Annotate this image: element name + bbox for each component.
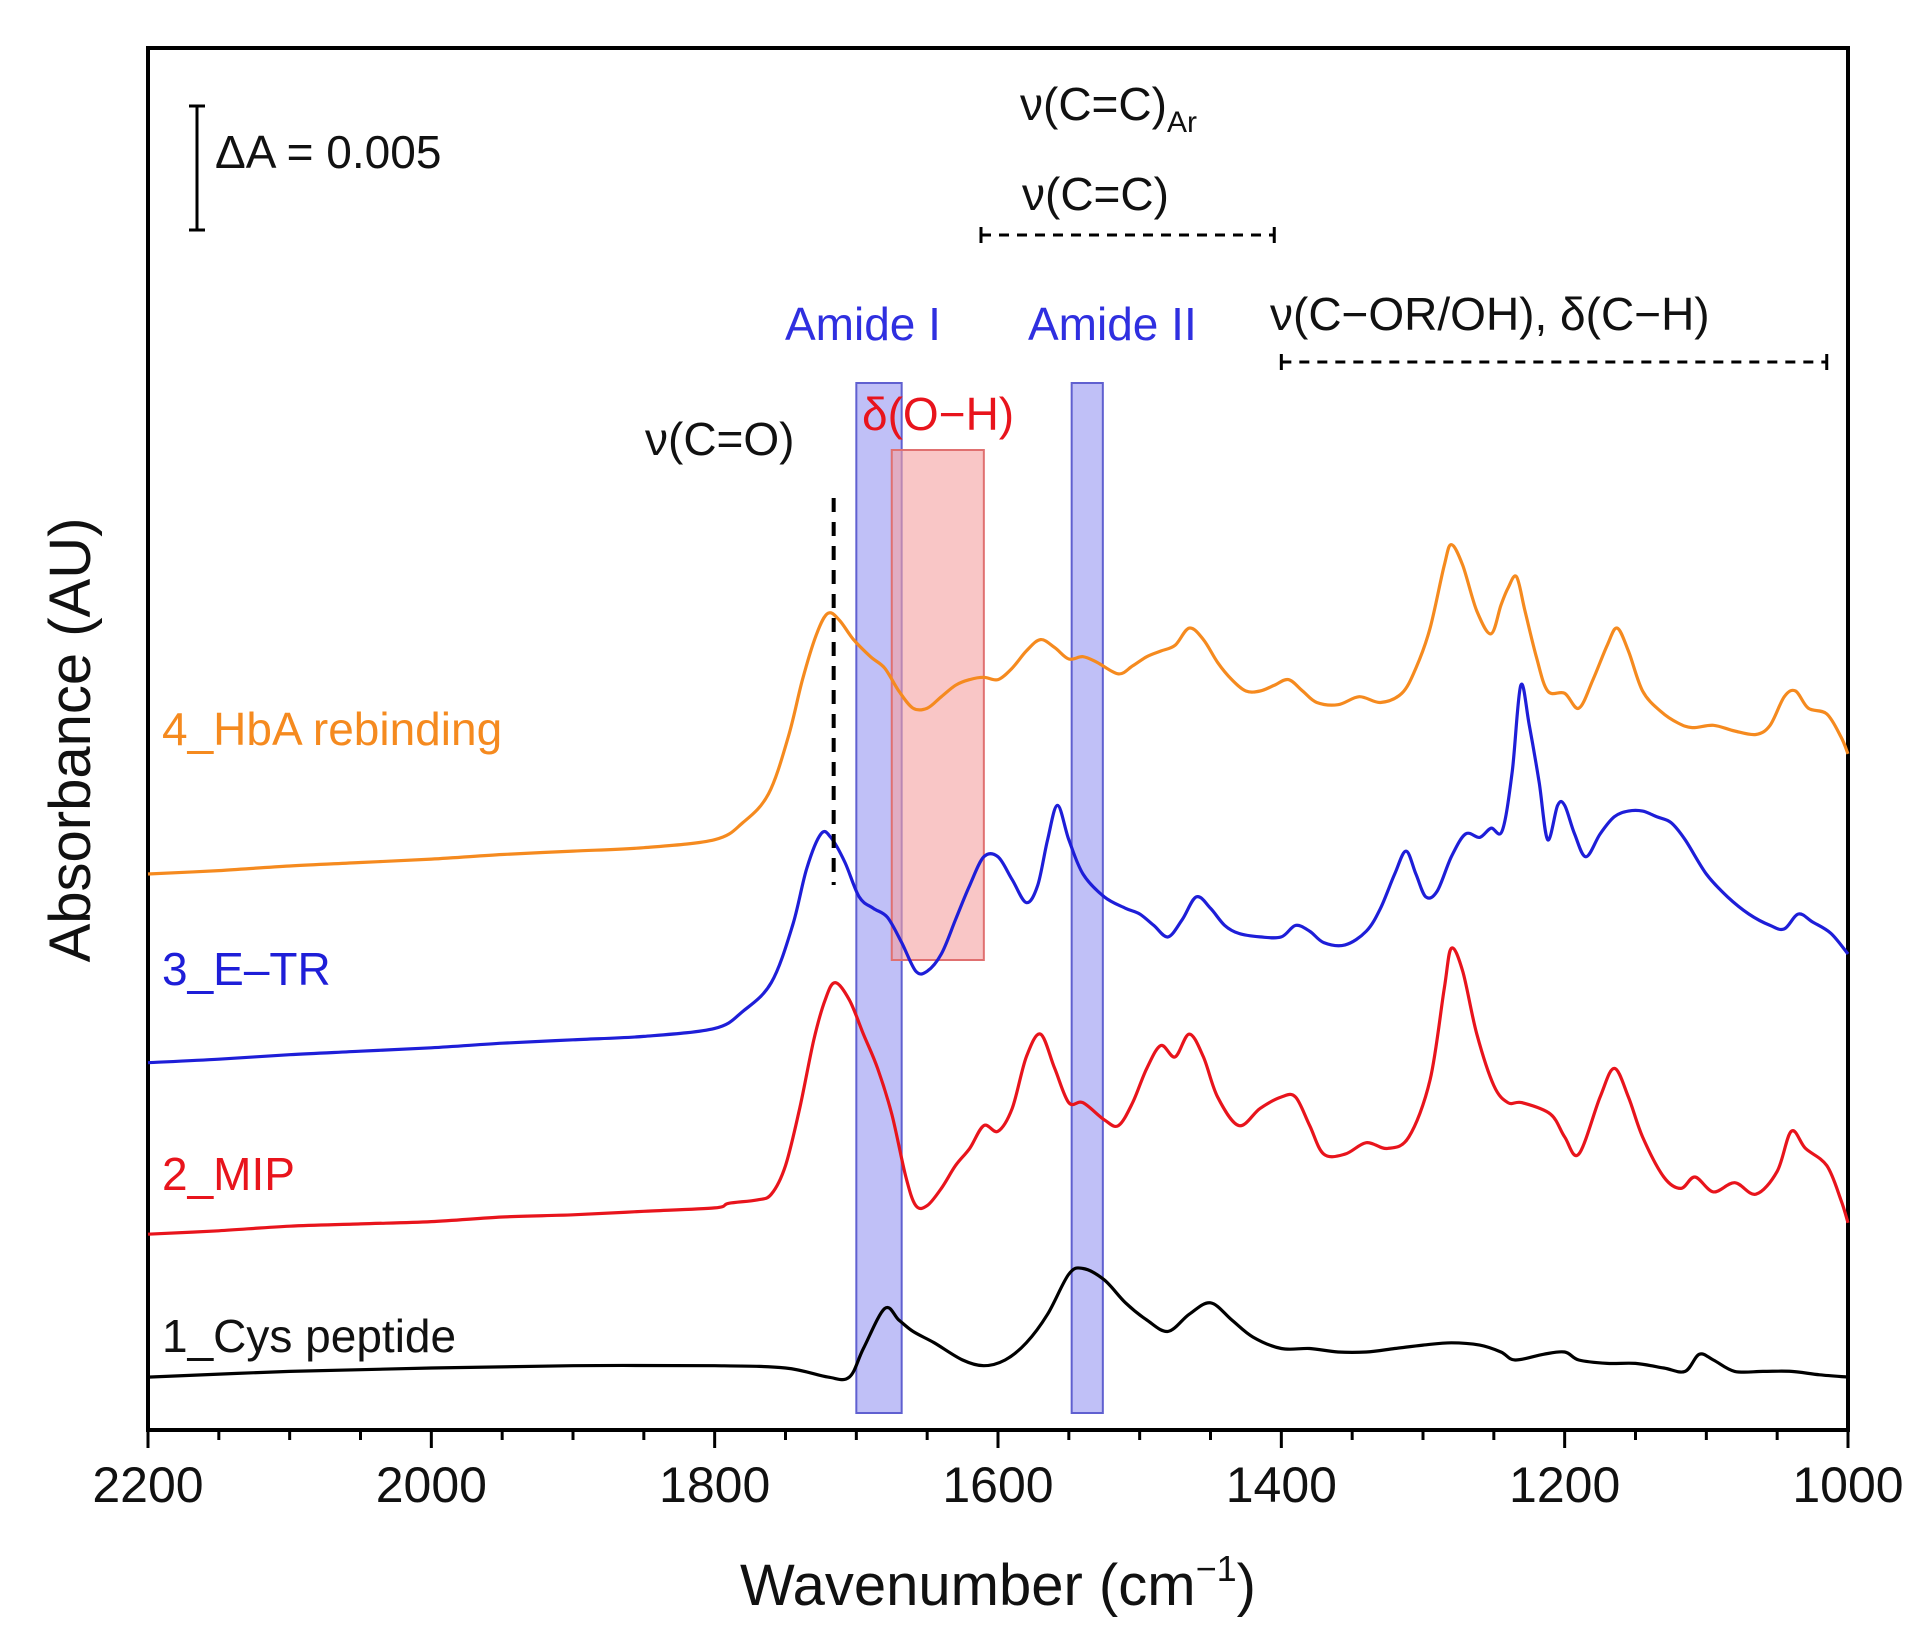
bands-layer	[855, 382, 1104, 1414]
band-oh-bend	[890, 449, 985, 961]
x-ticks: 2200 2000 1800 1600 1400 1200 1000	[92, 1430, 1904, 1513]
series-layer	[147, 543, 1850, 1382]
x-tick-label: 1200	[1509, 1457, 1620, 1513]
scale-bar: ΔA = 0.005	[189, 104, 441, 232]
series-label-2: 2_MIP	[162, 1148, 295, 1200]
cc-label: ν(C=C)	[1022, 168, 1169, 220]
series-label-3: 3_E–TR	[162, 943, 331, 995]
scale-bar-label: ΔA = 0.005	[215, 126, 441, 178]
y-axis-title: Absorbance (AU)	[38, 518, 103, 963]
coh-label: ν(C−OR/OH), δ(C−H)	[1270, 288, 1710, 340]
amide-1-label: Amide I	[785, 298, 941, 350]
series-line-3	[147, 682, 1850, 1065]
series-line-2	[147, 946, 1850, 1236]
series-line-1	[147, 1266, 1849, 1382]
series-label-1: 1_Cys peptide	[162, 1310, 456, 1362]
carbonyl-label: ν(C=O)	[645, 413, 795, 465]
amide-2-label: Amide II	[1028, 298, 1197, 350]
coh-range-bracket	[1279, 354, 1829, 370]
x-tick-label: 1600	[942, 1457, 1053, 1513]
x-tick-label: 1800	[659, 1457, 770, 1513]
x-tick-label: 2200	[92, 1457, 203, 1513]
series-line-4	[147, 543, 1850, 876]
series-label-4: 4_HbA rebinding	[162, 703, 502, 755]
x-tick-label: 1400	[1226, 1457, 1337, 1513]
oh-bend-label: δ(O−H)	[862, 388, 1014, 440]
aromatic-range-bracket	[979, 227, 1276, 243]
band-amide-2	[1070, 382, 1104, 1414]
x-axis-title: Wavenumber (cm−1)	[740, 1548, 1256, 1618]
x-tick-label: 2000	[376, 1457, 487, 1513]
x-tick-label: 1000	[1792, 1457, 1903, 1513]
aromatic-cc-label: ν(C=C)Ar	[1020, 78, 1197, 139]
